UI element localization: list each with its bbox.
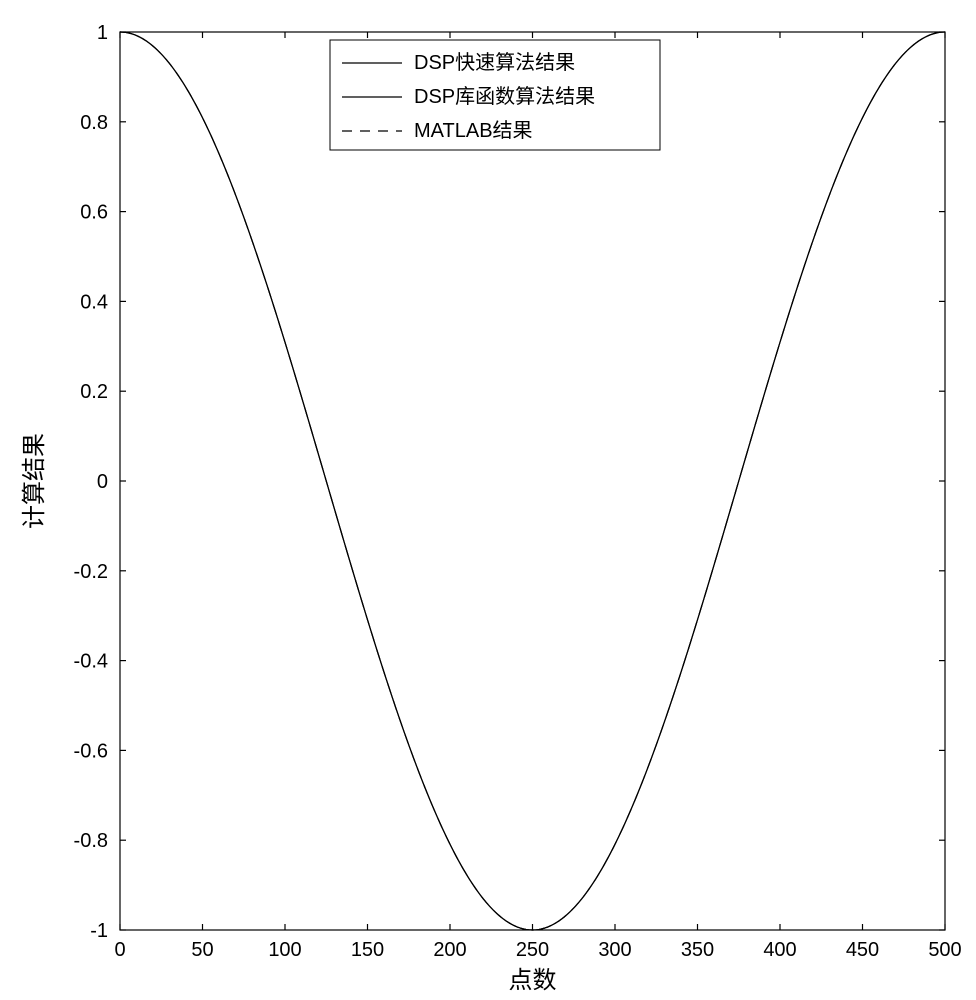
x-axis-label: 点数 bbox=[509, 967, 557, 994]
x-tick-label: 400 bbox=[763, 939, 796, 961]
x-tick-label: 0 bbox=[114, 939, 125, 961]
x-tick-label: 100 bbox=[268, 939, 301, 961]
y-tick-label: -0.2 bbox=[74, 561, 108, 583]
y-tick-label: 0.6 bbox=[80, 202, 108, 224]
y-tick-label: 0.2 bbox=[80, 381, 108, 403]
y-tick-label: 0.4 bbox=[80, 291, 108, 313]
x-tick-label: 50 bbox=[191, 939, 213, 961]
legend-item-label: DSP快速算法结果 bbox=[414, 51, 575, 74]
y-tick-label: -0.8 bbox=[74, 830, 108, 852]
chart-svg: 0 50 100 150 200 250 300 350 400 450 500 -1 -0.8 -0.6… bbox=[0, 0, 976, 1000]
y-tick-label: -0.6 bbox=[74, 740, 108, 762]
y-tick-label: 0 bbox=[97, 471, 108, 493]
x-tick-label: 250 bbox=[516, 939, 549, 961]
x-tick-label: 450 bbox=[846, 939, 879, 961]
x-tick-label: 150 bbox=[351, 939, 384, 961]
y-tick-label: -1 bbox=[90, 920, 108, 942]
y-tick-label: -0.4 bbox=[74, 651, 108, 673]
y-tick-label: 0.8 bbox=[80, 112, 108, 134]
legend-item-label: MATLAB结果 bbox=[414, 119, 533, 142]
legend-item-label: DSP库函数算法结果 bbox=[414, 85, 595, 108]
x-tick-label: 350 bbox=[681, 939, 714, 961]
chart-container: 0 50 100 150 200 250 300 350 400 450 500 -1 -0.8 -0.6… bbox=[0, 0, 976, 1000]
x-tick-label: 500 bbox=[928, 939, 961, 961]
x-tick-label: 200 bbox=[433, 939, 466, 961]
x-tick-label: 300 bbox=[598, 939, 631, 961]
y-tick-label: 1 bbox=[97, 22, 108, 44]
y-axis-label: 计算结果 bbox=[21, 433, 48, 529]
